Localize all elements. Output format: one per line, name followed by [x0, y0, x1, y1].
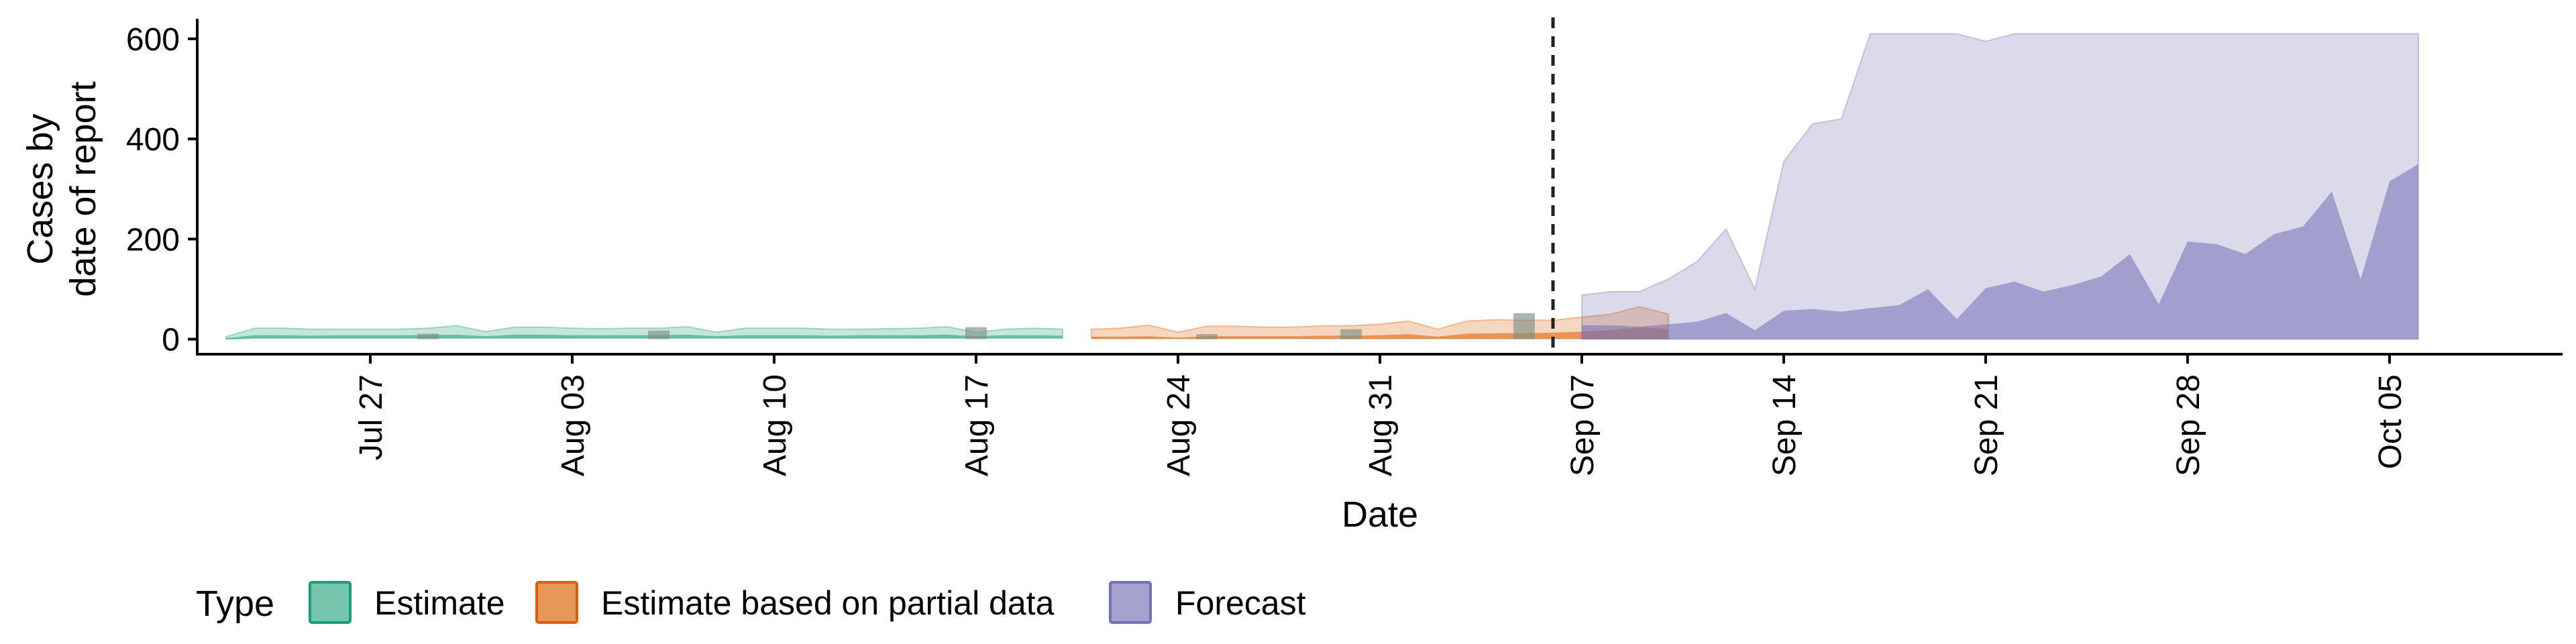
y-tick-labels: 0 200 400 600: [126, 22, 197, 358]
observed-case-marker: [648, 330, 669, 339]
observed-case-marker: [965, 327, 987, 339]
x-tick-label: Aug 03: [555, 374, 591, 476]
x-tick-label: Jul 27: [354, 374, 389, 460]
legend-item-forecast: Forecast: [1109, 581, 1306, 624]
x-tick-label: Oct 05: [2373, 374, 2408, 469]
x-tick-label: Sep 07: [1565, 374, 1601, 476]
x-axis-title: Date: [1342, 494, 1418, 535]
observed-case-marker: [1513, 313, 1535, 339]
legend-label-partial: Estimate based on partial data: [601, 584, 1055, 622]
legend-item-estimate: Estimate: [309, 581, 505, 624]
legend-key-estimate: [309, 581, 352, 624]
legend-title: Type: [196, 584, 274, 624]
x-tick-label: Sep 21: [1969, 374, 2004, 476]
observed-case-marker: [1340, 329, 1362, 339]
x-tick-label: Aug 24: [1161, 374, 1197, 476]
y-axis: 0 200 400 600 Cases by date of report: [20, 19, 199, 358]
y-axis-title-line-2: date of report: [63, 81, 103, 297]
observed-case-marker: [1196, 334, 1218, 339]
y-axis-title-line-1: Cases by: [20, 113, 60, 264]
legend-label-forecast: Forecast: [1175, 584, 1306, 622]
legend-key-partial: [535, 581, 578, 624]
legend-key-forecast: [1109, 581, 1152, 624]
x-axis: Jul 27 Aug 03 Aug 10 Aug 17 Aug 24 Aug 31 Sep …: [197, 353, 2563, 535]
x-tick-label: Aug 17: [959, 374, 995, 476]
y-tick-label: 400: [126, 122, 180, 158]
observed-case-marker: [417, 333, 439, 339]
x-tick-label: Sep 14: [1767, 374, 1803, 476]
plot-area: [225, 33, 2419, 340]
observed-markers: [417, 313, 1535, 339]
legend: Type Estimate Estimate based on partial …: [196, 581, 1306, 624]
legend-label-estimate: Estimate: [374, 584, 505, 622]
x-tick-label: Aug 10: [757, 374, 793, 476]
x-tick-labels: Jul 27 Aug 03 Aug 10 Aug 17 Aug 24 Aug 31 Sep …: [354, 354, 2408, 476]
x-tick-label: Aug 31: [1363, 374, 1399, 476]
y-tick-label: 0: [162, 323, 180, 358]
band-inner-forecast: [1582, 164, 2418, 339]
x-tick-label: Sep 28: [2171, 374, 2206, 476]
y-tick-label: 200: [126, 222, 180, 258]
y-tick-label: 600: [126, 22, 180, 58]
legend-item-partial: Estimate based on partial data: [535, 581, 1055, 624]
